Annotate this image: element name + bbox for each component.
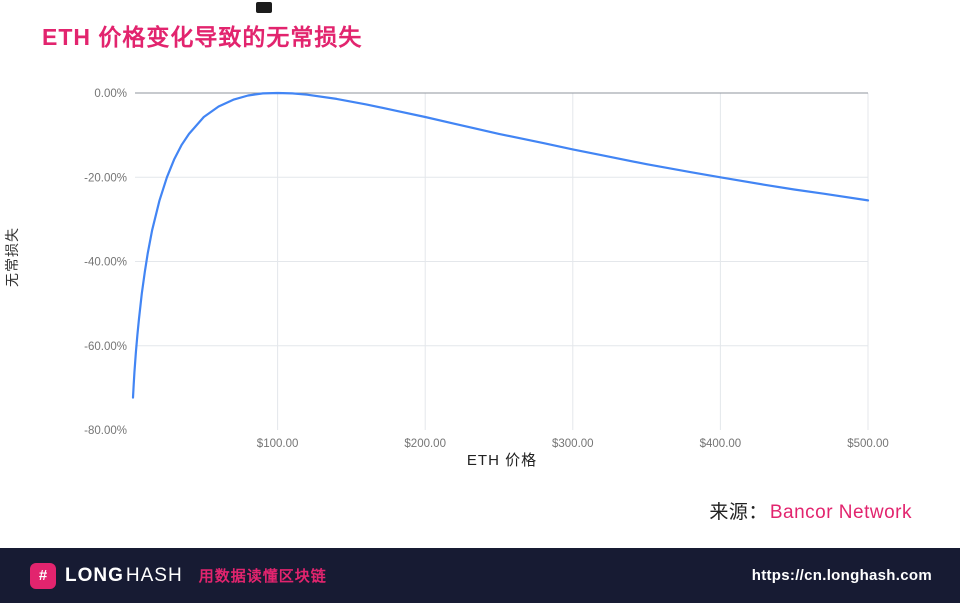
y-tick-label: 0.00% bbox=[94, 88, 127, 100]
x-tick-label: $400.00 bbox=[700, 438, 742, 450]
footer-tagline: 用数据读懂区块链 bbox=[198, 568, 327, 585]
brand-long: LONG bbox=[65, 564, 124, 586]
x-tick-label: $300.00 bbox=[552, 438, 594, 450]
y-tick-label: -80.00% bbox=[84, 425, 127, 437]
page-title: ETH 价格变化导致的无常损失 bbox=[42, 24, 363, 50]
brand-hash: HASH bbox=[125, 564, 183, 586]
hash-glyph: # bbox=[38, 567, 48, 584]
footer-url: https://cn.longhash.com bbox=[751, 567, 932, 584]
footer-bar: # LONG HASH 用数据读懂区块链 https://cn.longhash.… bbox=[0, 548, 960, 603]
chart-canvas: $100.00 $200.00 $300.00 $400.00 $500.00 0.00%… bbox=[84, 88, 889, 450]
brand-wordmark: LONG HASH bbox=[65, 565, 183, 587]
y-tick-label: -40.00% bbox=[84, 257, 127, 269]
longhash-brand: # LONG HASH 用数据读懂区块链 bbox=[30, 562, 327, 589]
source-label: 来源： bbox=[709, 502, 768, 523]
x-tick-label: $500.00 bbox=[847, 438, 889, 450]
x-axis-title: ETH 价格 bbox=[466, 452, 538, 469]
hash-logo-icon: # bbox=[30, 562, 56, 589]
impermanent-loss-curve bbox=[131, 91, 870, 399]
source-name: Bancor Network bbox=[769, 502, 912, 523]
source-line: 来源： Bancor Network bbox=[709, 497, 912, 524]
x-tick-label: $200.00 bbox=[404, 438, 446, 450]
y-tick-label: -60.00% bbox=[84, 341, 127, 353]
x-tick-label: $100.00 bbox=[257, 438, 299, 450]
impermanent-loss-chart: $100.00 $200.00 $300.00 $400.00 $500.00 0.00%… bbox=[0, 72, 960, 469]
y-tick-label: -20.00% bbox=[84, 172, 127, 184]
y-axis-title: 无常损失 bbox=[4, 227, 20, 287]
top-edge-mark bbox=[256, 2, 272, 13]
